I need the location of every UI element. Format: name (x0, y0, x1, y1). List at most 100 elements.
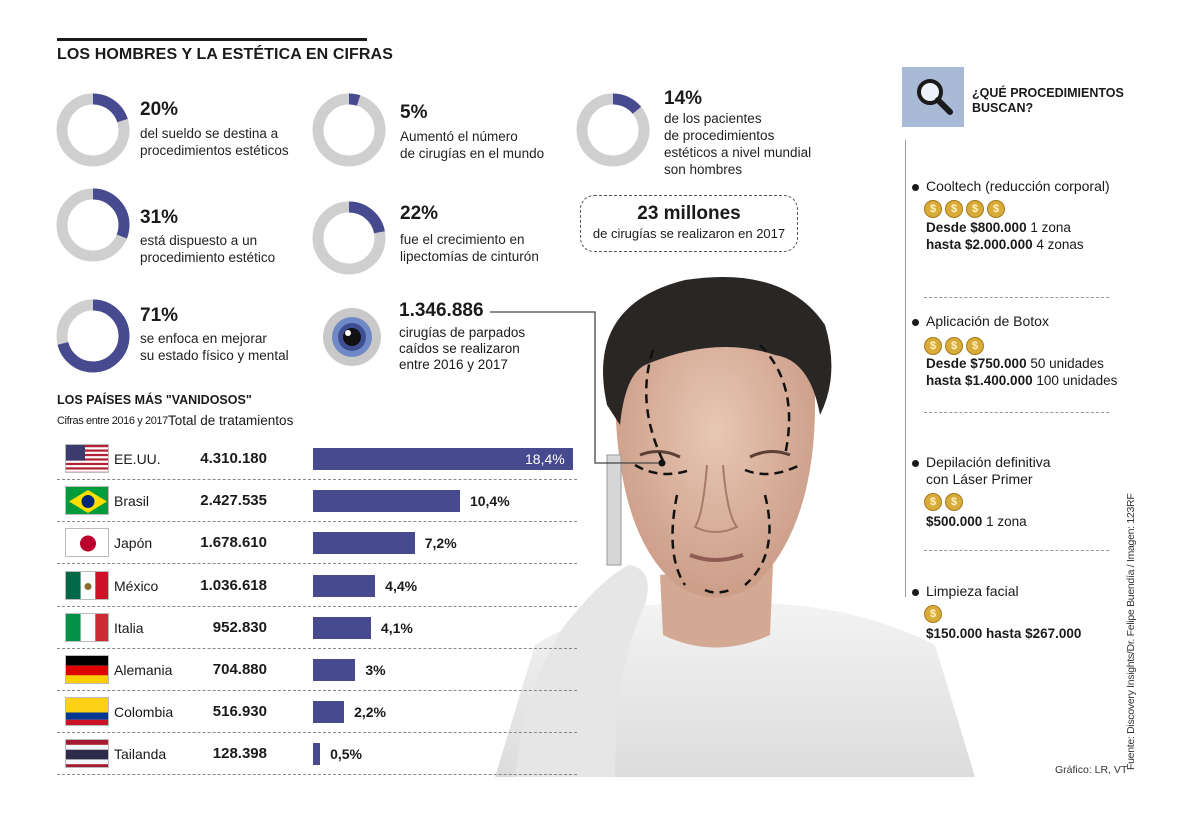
country-name: Alemania (114, 662, 173, 678)
bullet-dot (912, 589, 919, 596)
coin-icon: $ (945, 200, 963, 218)
row-separator (57, 647, 577, 649)
bar-label: 3% (365, 662, 386, 678)
row-separator (57, 521, 577, 523)
procedure-separator (924, 412, 1109, 413)
coin-icon: $ (924, 337, 942, 355)
countries-subtitle: Cifras entre 2016 y 2017 (57, 415, 168, 427)
stat-value: 20% (140, 99, 179, 120)
stat-value: 5% (400, 102, 428, 123)
country-name: Italia (114, 619, 144, 636)
country-name: EE.UU. (114, 451, 161, 467)
procedure-price: hasta $2.000.000 4 zonas (926, 237, 1084, 252)
countries-title: LOS PAÍSES MÁS "VANIDOSOS" (57, 393, 252, 407)
procedure-separator (924, 297, 1109, 298)
procedures-title-line: BUSCAN? (972, 101, 1034, 115)
stat-desc-line: de los pacientes (664, 111, 762, 126)
stat-desc-line: de procedimientos (664, 128, 775, 143)
row-separator (57, 732, 577, 734)
stat-desc-line: se enfoca en mejorar (140, 331, 267, 346)
stat-desc-line: está dispuesto a un (140, 233, 258, 248)
italy-flag-icon (65, 612, 109, 642)
leader-line (490, 311, 666, 467)
eyelid-desc-line: caídos se realizaron (399, 341, 520, 356)
donut-icon (56, 299, 130, 373)
procedures-title: ¿QUÉ PROCEDIMIENTOS BUSCAN? (972, 86, 1124, 116)
coin-icon: $ (966, 337, 984, 355)
procedure-price: hasta $1.400.000 100 unidades (926, 373, 1118, 388)
country-row: Colombia 516.930 2,2% (57, 691, 577, 734)
procedures-timeline (905, 140, 906, 597)
donut-icon (312, 93, 386, 167)
procedure-name-line: Depilación definitiva (926, 454, 1051, 470)
coin-icon: $ (987, 200, 1005, 218)
search-panel (902, 67, 964, 127)
title-rule (57, 38, 367, 41)
procedure-name-line: con Láser Primer (926, 471, 1033, 487)
bar-label: 10,4% (469, 493, 510, 510)
procedure-price: Desde $800.000 1 zona (926, 220, 1071, 235)
bar-label: 4,4% (385, 577, 418, 594)
colombia-flag-icon (65, 697, 109, 727)
eyelid-desc-line: entre 2016 y 2017 (399, 357, 508, 372)
total-surgeries-bubble: 23 millones de cirugías se realizaron en… (580, 195, 798, 252)
graphic-credit: Gráfico: LR, VT (1055, 764, 1128, 776)
country-bar (313, 616, 371, 639)
donut-icon (56, 93, 130, 167)
source-note: Fuente: Discovery Insights/Dr. Felipe Bu… (1125, 493, 1137, 770)
procedure-price: $500.000 1 zona (926, 514, 1027, 529)
country-row: Italia 952.830 4,1% (57, 607, 577, 649)
row-separator (57, 605, 577, 607)
bar-label: 2,2% (354, 704, 386, 721)
eye-icon (323, 308, 381, 366)
germany-flag-icon (65, 655, 109, 684)
procedure-separator (924, 550, 1109, 551)
country-bar (313, 532, 415, 555)
stat-desc-line: procedimiento estético (140, 250, 276, 265)
brazil-flag-icon (65, 486, 109, 516)
stat-desc-line: fue el crecimiento en (400, 232, 525, 247)
bar-label: 4,1% (380, 619, 413, 636)
coin-icon: $ (966, 200, 984, 218)
row-separator (57, 479, 577, 480)
coin-icon: $ (945, 337, 963, 355)
country-bar (313, 701, 345, 724)
coin-icon: $ (924, 605, 942, 623)
coin-icon: $ (924, 493, 942, 511)
country-row: EE.UU. 4.310.180 18,4% (57, 438, 577, 480)
man-face-illustration (495, 277, 975, 777)
row-separator (57, 563, 577, 565)
country-total: 704.880 (212, 661, 267, 678)
country-bar (313, 490, 460, 513)
stat-desc-line: lipectomías de cinturón (400, 249, 539, 264)
thailand-flag-icon (65, 739, 109, 769)
stat-value: 14% (664, 88, 703, 109)
stat-desc-line: son hombres (664, 162, 743, 177)
donut-arc (312, 201, 386, 275)
bullet-dot (912, 460, 919, 467)
bubble-value: 23 millones (637, 203, 741, 224)
country-row: Brasil 2.427.535 10,4% (57, 480, 577, 523)
coin-icon: $ (945, 493, 963, 511)
donut-arc (576, 93, 650, 167)
search-icon (917, 79, 953, 115)
procedures-title-line: ¿QUÉ PROCEDIMIENTOS (972, 86, 1124, 100)
country-name: México (114, 577, 159, 594)
coin-icon: $ (924, 200, 942, 218)
country-name: Colombia (114, 704, 174, 721)
us-flag-icon (65, 444, 109, 473)
country-bar (313, 743, 321, 766)
countries-column-header: Total de tratamientos (168, 413, 294, 428)
procedure-name: Limpieza facial (926, 583, 1019, 599)
country-name: Tailanda (114, 746, 167, 763)
bullet-dot (912, 184, 919, 191)
country-total: 1.678.610 (200, 534, 267, 552)
procedure-name: Depilación definitiva con Láser Primer (926, 454, 1051, 488)
stat-desc-line: del sueldo se destina a (140, 126, 279, 141)
country-bar (313, 574, 376, 597)
donut-arc (312, 93, 386, 167)
country-row: Alemania 704.880 3% (57, 649, 577, 691)
stat-desc-line: Aumentó el número (400, 129, 518, 144)
bar-label: 18,4% (525, 451, 565, 467)
stat-desc-line: de cirugías en el mundo (400, 146, 545, 161)
